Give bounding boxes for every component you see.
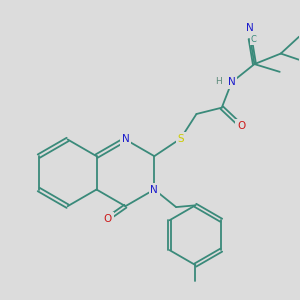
Text: O: O xyxy=(237,121,245,131)
Text: C: C xyxy=(251,35,257,44)
Text: O: O xyxy=(104,214,112,224)
Text: N: N xyxy=(228,77,236,87)
Text: S: S xyxy=(177,134,184,144)
Text: H: H xyxy=(215,77,222,86)
Text: N: N xyxy=(122,134,129,145)
Text: N: N xyxy=(246,23,254,33)
Text: N: N xyxy=(150,184,158,194)
